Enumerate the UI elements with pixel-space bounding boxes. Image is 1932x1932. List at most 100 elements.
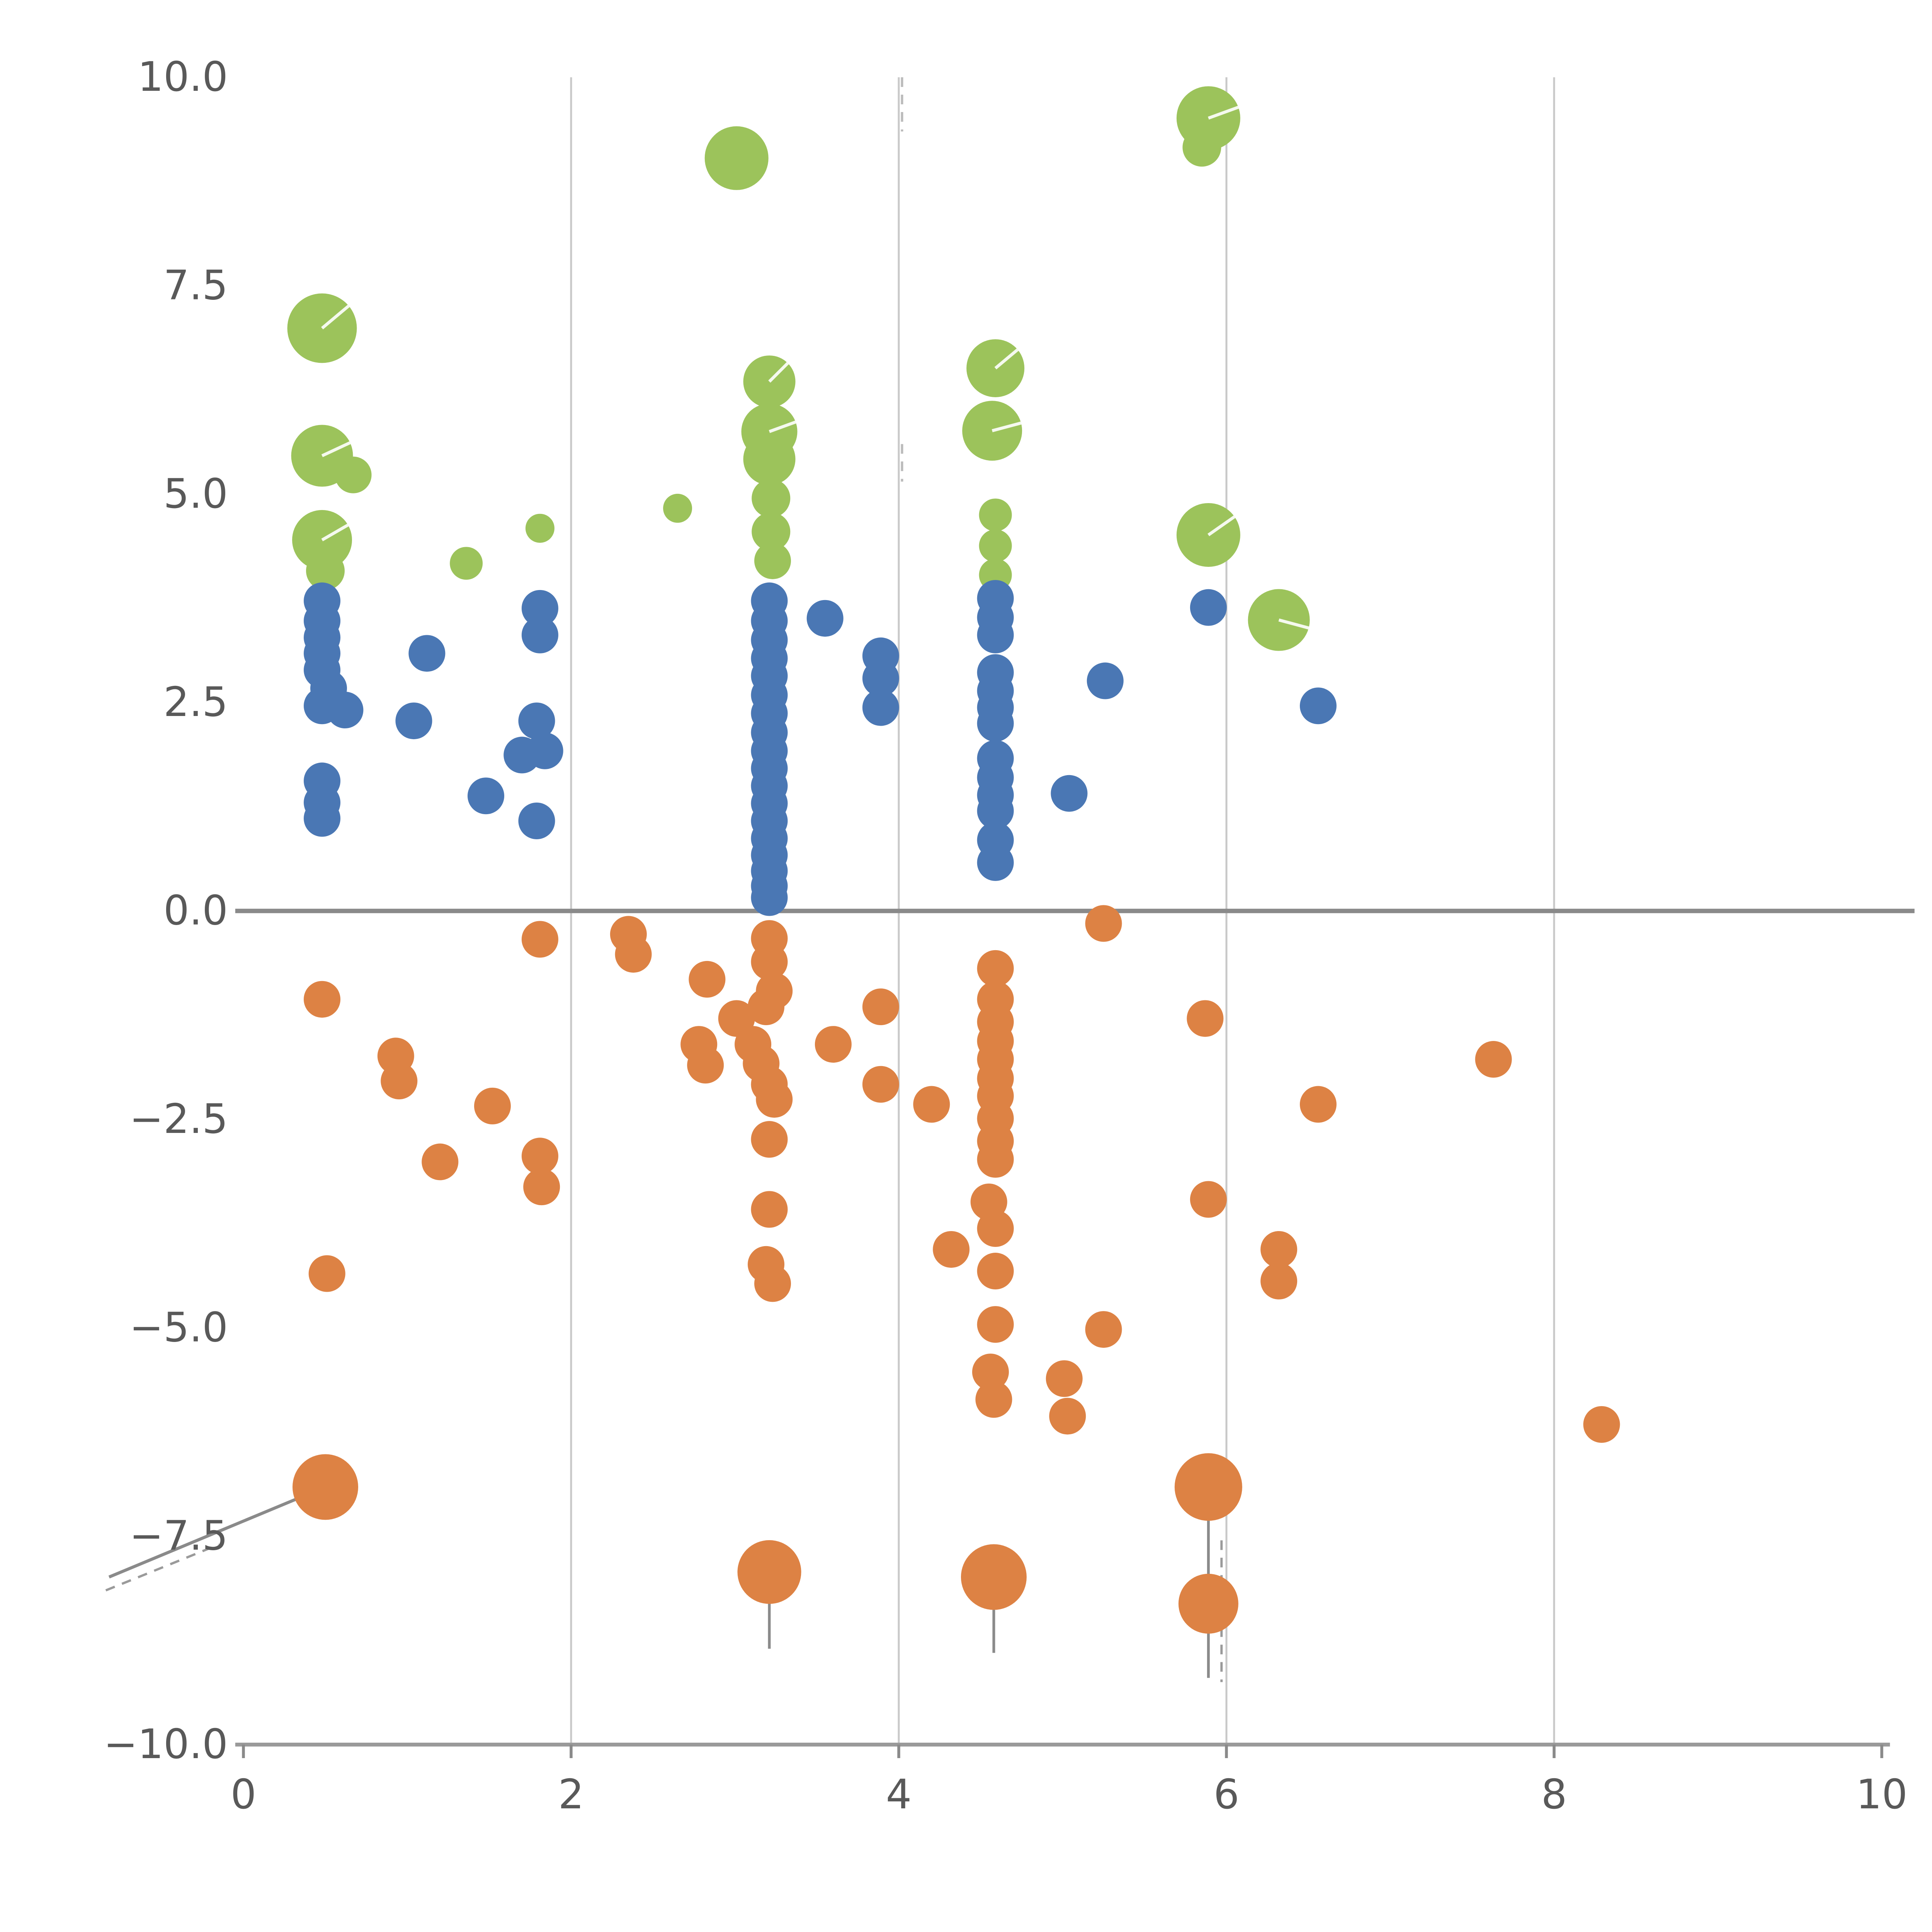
point-green-bubbles [335, 456, 372, 493]
point-orange-dots [1085, 905, 1122, 942]
point-orange-dots [1174, 1453, 1242, 1521]
point-blue-dots [977, 616, 1014, 653]
y-tick-label: 10.0 [138, 53, 228, 100]
point-orange-dots [474, 1087, 511, 1124]
point-orange-dots [756, 1081, 793, 1118]
point-blue-dots [468, 777, 505, 815]
point-green-bubbles [450, 547, 483, 580]
point-green-bubbles [752, 512, 791, 551]
point-blue-dots [977, 793, 1014, 830]
y-tick-label: 0.0 [163, 887, 228, 934]
point-green-bubbles [962, 401, 1022, 461]
point-blue-dots [395, 702, 432, 740]
point-blue-dots [862, 689, 899, 726]
x-tick-label: 6 [1214, 1771, 1240, 1818]
point-blue-dots [518, 702, 555, 740]
point-blue-dots [327, 692, 364, 729]
y-tick-label: −7.5 [129, 1512, 228, 1560]
point-blue-dots [977, 705, 1014, 742]
point-orange-dots [308, 1255, 345, 1292]
annotation-line [108, 1485, 326, 1579]
y-tick-label: −2.5 [129, 1095, 228, 1143]
point-orange-dots [751, 943, 788, 980]
point-orange-dots [977, 1306, 1014, 1343]
point-orange-dots [977, 1210, 1014, 1247]
point-blue-dots [751, 879, 788, 916]
point-orange-dots [751, 1191, 788, 1228]
point-orange-dots [737, 1540, 801, 1604]
point-orange-dots [521, 1138, 558, 1175]
point-orange-dots [615, 936, 652, 973]
point-notch [768, 362, 789, 383]
point-orange-dots [1187, 1000, 1224, 1037]
point-orange-dots [1583, 1406, 1620, 1443]
label-layer: 0 2 4 6 8 10 10.0 7.5 5.0 2.5 0.0 −2.5 −5.0 −7.5 −10.0 [104, 53, 1908, 1818]
point-orange-dots [523, 1168, 560, 1206]
point-orange-dots [862, 1066, 899, 1103]
point-blue-dots [806, 600, 844, 637]
point-orange-dots [961, 1544, 1027, 1610]
point-blue-dots [521, 590, 558, 627]
point-orange-dots [751, 1121, 788, 1158]
point-blue-dots [1087, 662, 1124, 699]
y-tick-label: −5.0 [129, 1304, 228, 1351]
point-orange-dots [1190, 1181, 1227, 1218]
point-notch [1278, 618, 1309, 630]
point-orange-dots [304, 981, 341, 1018]
x-tick-label: 10 [1856, 1771, 1908, 1818]
point-blue-dots [1299, 687, 1337, 724]
point-green-bubbles [306, 551, 345, 590]
x-tick-label: 0 [231, 1771, 257, 1818]
point-orange-dots [689, 961, 726, 998]
point-notch [1208, 515, 1236, 536]
point-orange-dots [977, 1253, 1014, 1290]
point-orange-dots [1475, 1041, 1512, 1078]
point-green-bubbles [525, 514, 554, 543]
y-tick-label: 2.5 [163, 679, 228, 726]
point-orange-dots [1085, 1311, 1122, 1348]
point-orange-dots [972, 1354, 1009, 1391]
point-orange-dots [815, 1026, 852, 1063]
point-orange-dots [862, 988, 899, 1026]
point-orange-dots [913, 1086, 950, 1123]
y-tick-label: 5.0 [163, 470, 228, 517]
point-notch [992, 421, 1022, 432]
point-notch [994, 348, 1019, 370]
point-orange-dots [1178, 1573, 1238, 1634]
annotation-line [105, 1543, 219, 1592]
annotation-layer [105, 77, 1223, 1682]
point-orange-dots [1260, 1231, 1298, 1268]
point-notch [321, 304, 350, 330]
point-notch [1208, 105, 1239, 120]
point-notch [321, 441, 351, 457]
point-orange-dots [381, 1063, 418, 1100]
x-tick-label: 4 [886, 1771, 912, 1818]
y-tick-label: 7.5 [163, 262, 228, 309]
point-orange-dots [977, 950, 1014, 987]
point-notch [321, 524, 349, 541]
point-orange-dots [1046, 1360, 1083, 1397]
point-orange-dots [975, 1381, 1012, 1418]
point-blue-dots [304, 800, 341, 837]
point-orange-dots [422, 1143, 459, 1180]
point-blue-dots [526, 732, 563, 769]
point-orange-dots [1299, 1086, 1337, 1123]
point-green-bubbles [704, 126, 769, 190]
point-orange-dots [977, 1141, 1014, 1178]
point-blue-dots [862, 660, 899, 697]
point-green-bubbles [743, 433, 796, 485]
point-orange-dots [754, 1265, 791, 1302]
point-blue-dots [1190, 589, 1227, 626]
y-tick-label: −10.0 [104, 1721, 228, 1768]
point-blue-dots [977, 844, 1014, 881]
point-green-bubbles [979, 529, 1012, 563]
point-blue-dots [408, 635, 446, 672]
axis-layer [235, 908, 1915, 1758]
point-orange-dots [1260, 1262, 1298, 1299]
point-green-bubbles [752, 479, 791, 518]
point-orange-dots [521, 921, 558, 958]
point-green-bubbles [663, 493, 692, 523]
point-green-bubbles [754, 542, 791, 579]
